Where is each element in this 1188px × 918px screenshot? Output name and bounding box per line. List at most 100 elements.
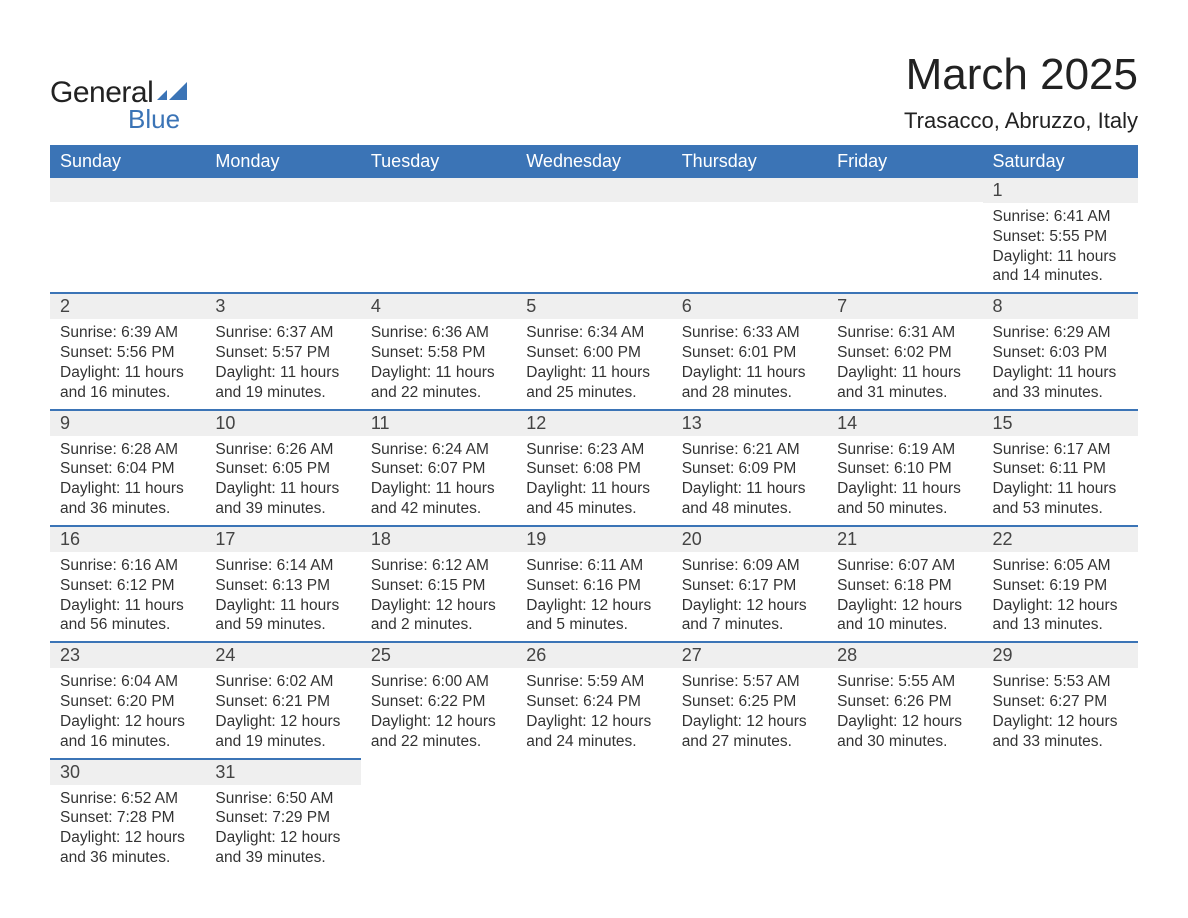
logo-text-bottom: Blue bbox=[128, 104, 187, 135]
daylight-text: Daylight: 11 hours and 48 minutes. bbox=[682, 479, 817, 519]
sunset-text: Sunset: 6:24 PM bbox=[526, 692, 661, 712]
day-cell: 9Sunrise: 6:28 AMSunset: 6:04 PMDaylight… bbox=[50, 410, 205, 526]
day-cell: 22Sunrise: 6:05 AMSunset: 6:19 PMDayligh… bbox=[983, 526, 1138, 642]
col-wednesday: Wednesday bbox=[516, 145, 671, 178]
day-content bbox=[827, 783, 982, 793]
day-content: Sunrise: 6:36 AMSunset: 5:58 PMDaylight:… bbox=[361, 319, 516, 408]
sunset-text: Sunset: 6:10 PM bbox=[837, 459, 972, 479]
day-cell: 10Sunrise: 6:26 AMSunset: 6:05 PMDayligh… bbox=[205, 410, 360, 526]
daylight-text: Daylight: 12 hours and 24 minutes. bbox=[526, 712, 661, 752]
sunrise-text: Sunrise: 6:50 AM bbox=[215, 789, 350, 809]
day-content: Sunrise: 6:31 AMSunset: 6:02 PMDaylight:… bbox=[827, 319, 982, 408]
sunset-text: Sunset: 6:26 PM bbox=[837, 692, 972, 712]
sunrise-text: Sunrise: 6:11 AM bbox=[526, 556, 661, 576]
day-content bbox=[361, 202, 516, 278]
sunset-text: Sunset: 6:04 PM bbox=[60, 459, 195, 479]
day-cell bbox=[672, 759, 827, 874]
day-number bbox=[672, 759, 827, 783]
sunset-text: Sunset: 6:09 PM bbox=[682, 459, 817, 479]
day-number: 19 bbox=[516, 527, 671, 552]
sunrise-text: Sunrise: 6:17 AM bbox=[993, 440, 1128, 460]
col-monday: Monday bbox=[205, 145, 360, 178]
sunset-text: Sunset: 6:03 PM bbox=[993, 343, 1128, 363]
daylight-text: Daylight: 11 hours and 25 minutes. bbox=[526, 363, 661, 403]
daylight-text: Daylight: 12 hours and 2 minutes. bbox=[371, 596, 506, 636]
day-content: Sunrise: 6:14 AMSunset: 6:13 PMDaylight:… bbox=[205, 552, 360, 641]
sunrise-text: Sunrise: 6:39 AM bbox=[60, 323, 195, 343]
day-number: 31 bbox=[205, 760, 360, 785]
day-cell bbox=[205, 178, 360, 293]
sunset-text: Sunset: 5:55 PM bbox=[993, 227, 1128, 247]
daylight-text: Daylight: 12 hours and 13 minutes. bbox=[993, 596, 1128, 636]
day-content: Sunrise: 5:59 AMSunset: 6:24 PMDaylight:… bbox=[516, 668, 671, 757]
day-cell: 11Sunrise: 6:24 AMSunset: 6:07 PMDayligh… bbox=[361, 410, 516, 526]
week-row: 30Sunrise: 6:52 AMSunset: 7:28 PMDayligh… bbox=[50, 759, 1138, 874]
sunset-text: Sunset: 6:05 PM bbox=[215, 459, 350, 479]
day-number: 4 bbox=[361, 294, 516, 319]
day-cell bbox=[672, 178, 827, 293]
daylight-text: Daylight: 12 hours and 33 minutes. bbox=[993, 712, 1128, 752]
week-row: 2Sunrise: 6:39 AMSunset: 5:56 PMDaylight… bbox=[50, 293, 1138, 409]
sunset-text: Sunset: 5:57 PM bbox=[215, 343, 350, 363]
sunrise-text: Sunrise: 6:12 AM bbox=[371, 556, 506, 576]
day-content: Sunrise: 5:55 AMSunset: 6:26 PMDaylight:… bbox=[827, 668, 982, 757]
daylight-text: Daylight: 11 hours and 31 minutes. bbox=[837, 363, 972, 403]
sunrise-text: Sunrise: 6:09 AM bbox=[682, 556, 817, 576]
day-content: Sunrise: 6:50 AMSunset: 7:29 PMDaylight:… bbox=[205, 785, 360, 874]
sunrise-text: Sunrise: 5:59 AM bbox=[526, 672, 661, 692]
sunset-text: Sunset: 7:28 PM bbox=[60, 808, 195, 828]
sunset-text: Sunset: 6:12 PM bbox=[60, 576, 195, 596]
col-saturday: Saturday bbox=[983, 145, 1138, 178]
day-content: Sunrise: 6:17 AMSunset: 6:11 PMDaylight:… bbox=[983, 436, 1138, 525]
sunrise-text: Sunrise: 6:29 AM bbox=[993, 323, 1128, 343]
day-number: 18 bbox=[361, 527, 516, 552]
day-number: 8 bbox=[983, 294, 1138, 319]
day-number: 29 bbox=[983, 643, 1138, 668]
sunset-text: Sunset: 6:07 PM bbox=[371, 459, 506, 479]
day-number: 6 bbox=[672, 294, 827, 319]
location: Trasacco, Abruzzo, Italy bbox=[904, 108, 1138, 134]
sunrise-text: Sunrise: 6:19 AM bbox=[837, 440, 972, 460]
day-number bbox=[516, 759, 671, 783]
day-cell: 12Sunrise: 6:23 AMSunset: 6:08 PMDayligh… bbox=[516, 410, 671, 526]
day-number: 11 bbox=[361, 411, 516, 436]
sunset-text: Sunset: 6:16 PM bbox=[526, 576, 661, 596]
day-number: 16 bbox=[50, 527, 205, 552]
day-cell: 24Sunrise: 6:02 AMSunset: 6:21 PMDayligh… bbox=[205, 642, 360, 758]
day-number: 3 bbox=[205, 294, 360, 319]
day-cell: 17Sunrise: 6:14 AMSunset: 6:13 PMDayligh… bbox=[205, 526, 360, 642]
day-cell: 29Sunrise: 5:53 AMSunset: 6:27 PMDayligh… bbox=[983, 642, 1138, 758]
day-cell: 27Sunrise: 5:57 AMSunset: 6:25 PMDayligh… bbox=[672, 642, 827, 758]
day-content: Sunrise: 6:07 AMSunset: 6:18 PMDaylight:… bbox=[827, 552, 982, 641]
day-content: Sunrise: 6:12 AMSunset: 6:15 PMDaylight:… bbox=[361, 552, 516, 641]
day-content: Sunrise: 6:09 AMSunset: 6:17 PMDaylight:… bbox=[672, 552, 827, 641]
day-content: Sunrise: 6:04 AMSunset: 6:20 PMDaylight:… bbox=[50, 668, 205, 757]
day-content: Sunrise: 5:53 AMSunset: 6:27 PMDaylight:… bbox=[983, 668, 1138, 757]
sunrise-text: Sunrise: 6:34 AM bbox=[526, 323, 661, 343]
day-content bbox=[516, 783, 671, 793]
sunrise-text: Sunrise: 6:07 AM bbox=[837, 556, 972, 576]
day-content: Sunrise: 6:33 AMSunset: 6:01 PMDaylight:… bbox=[672, 319, 827, 408]
day-number: 21 bbox=[827, 527, 982, 552]
daylight-text: Daylight: 12 hours and 36 minutes. bbox=[60, 828, 195, 868]
day-number bbox=[983, 759, 1138, 783]
day-content: Sunrise: 6:28 AMSunset: 6:04 PMDaylight:… bbox=[50, 436, 205, 525]
day-content: Sunrise: 6:52 AMSunset: 7:28 PMDaylight:… bbox=[50, 785, 205, 874]
day-cell bbox=[361, 759, 516, 874]
day-number: 14 bbox=[827, 411, 982, 436]
sunset-text: Sunset: 6:13 PM bbox=[215, 576, 350, 596]
day-cell bbox=[361, 178, 516, 293]
day-cell: 1Sunrise: 6:41 AMSunset: 5:55 PMDaylight… bbox=[983, 178, 1138, 293]
day-content: Sunrise: 6:16 AMSunset: 6:12 PMDaylight:… bbox=[50, 552, 205, 641]
sunrise-text: Sunrise: 5:57 AM bbox=[682, 672, 817, 692]
day-content bbox=[361, 783, 516, 793]
day-cell bbox=[827, 178, 982, 293]
sunset-text: Sunset: 6:00 PM bbox=[526, 343, 661, 363]
sunset-text: Sunset: 6:22 PM bbox=[371, 692, 506, 712]
calendar-table: Sunday Monday Tuesday Wednesday Thursday… bbox=[50, 145, 1138, 874]
daylight-text: Daylight: 12 hours and 27 minutes. bbox=[682, 712, 817, 752]
day-cell: 5Sunrise: 6:34 AMSunset: 6:00 PMDaylight… bbox=[516, 293, 671, 409]
day-cell bbox=[516, 178, 671, 293]
sunrise-text: Sunrise: 6:31 AM bbox=[837, 323, 972, 343]
day-cell: 7Sunrise: 6:31 AMSunset: 6:02 PMDaylight… bbox=[827, 293, 982, 409]
